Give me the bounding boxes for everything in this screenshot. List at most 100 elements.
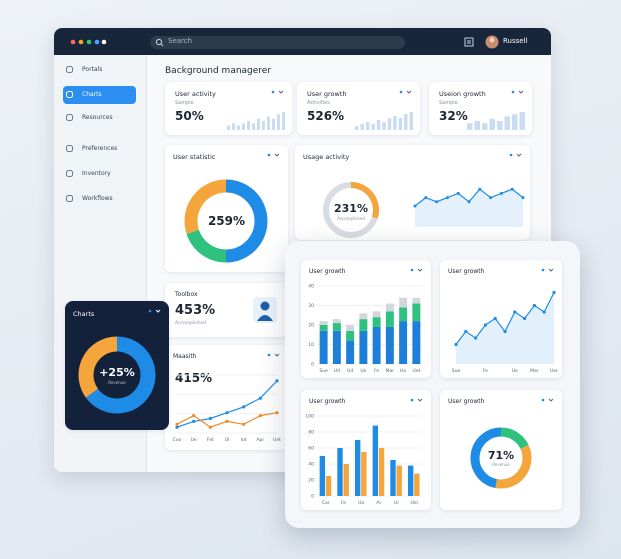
x-tick-label: Ud: [334, 368, 340, 374]
sidebar-icon: [66, 195, 73, 202]
donut-segment: [186, 229, 227, 263]
card-menu: [267, 353, 280, 357]
point: [258, 414, 262, 418]
bar: [361, 452, 367, 496]
spark-bar: [519, 112, 525, 130]
y-tick-label: 20: [308, 478, 314, 484]
card-label: Accomplished: [175, 321, 207, 326]
user-icon: [253, 297, 277, 323]
spark-bar: [482, 123, 488, 130]
chart: 0 20 40 60 80 100 Cor Fe Ua Ar Ur Uel: [305, 414, 423, 506]
x-tick-label: Fet: [207, 437, 214, 443]
user-name[interactable]: Russell: [503, 37, 528, 45]
chart: [323, 182, 525, 238]
card-menu: [271, 90, 284, 94]
sidebar-item[interactable]: Inventory: [82, 170, 111, 177]
point: [483, 323, 487, 327]
x-tick-label: Uet: [273, 437, 281, 443]
menu-dot: [541, 398, 545, 402]
point: [464, 329, 468, 334]
bar-segment: [346, 325, 355, 331]
bar-segment: [399, 307, 408, 322]
spark-bar: [282, 112, 285, 130]
card-title: User statistic: [173, 153, 216, 161]
bar-segment: [372, 317, 381, 327]
x-tick-label: Ul: [225, 437, 230, 443]
card-subtitle: Sample: [439, 100, 458, 106]
bar-segment: [399, 321, 408, 364]
spark-bar: [365, 122, 370, 130]
bar-segment: [412, 321, 421, 364]
point: [445, 196, 449, 200]
spark-bar: [242, 123, 245, 130]
search-placeholder[interactable]: Search: [168, 37, 193, 45]
menu-chevron: [278, 90, 284, 94]
point: [208, 416, 212, 421]
spark-bar: [409, 112, 413, 130]
donut-center-label: Revenue: [108, 380, 126, 385]
spark-bar: [257, 118, 260, 130]
point: [258, 396, 262, 400]
point: [513, 310, 517, 314]
y-tick-label: 80: [308, 430, 314, 436]
menu-chevron: [274, 353, 280, 357]
menu-dot: [271, 90, 275, 94]
chart: [355, 112, 413, 130]
gauge-arc: [350, 182, 379, 219]
x-tick-label: Ue: [191, 437, 197, 443]
spark-bar: [232, 123, 235, 130]
x-tick-label: Fe: [374, 368, 379, 374]
sidebar-icon: [66, 114, 73, 121]
donut-segment: [85, 336, 156, 414]
menu-chevron: [406, 90, 412, 94]
sidebar-item[interactable]: Charts: [82, 91, 102, 98]
chart: [66, 114, 73, 121]
chart: 0 10 20 30 40 Sue Ud Ud Ue Fe Mar Ha Uet: [308, 284, 423, 374]
bar-segment: [332, 330, 341, 364]
menu-chevron: [548, 398, 554, 402]
donut-center-value: +25%: [99, 366, 135, 379]
chart: Sue Fe Ue Mar Uer: [452, 290, 558, 374]
spark-bar: [355, 126, 359, 130]
card-title: Charts: [73, 310, 95, 318]
card: User activity Sample 50%: [165, 82, 292, 135]
card: Usage activity 231% Accomplished: [295, 145, 530, 240]
gauge-label: Accomplished: [337, 216, 365, 221]
y-tick-label: 100: [305, 414, 314, 420]
bar-segment: [359, 313, 368, 320]
bar: [372, 425, 379, 496]
point: [275, 379, 279, 383]
card-menu: [509, 153, 522, 157]
menu-chevron: [548, 268, 554, 272]
donut-segment: [500, 427, 529, 450]
bar: [337, 448, 343, 496]
sidebar-item[interactable]: Portals: [82, 66, 103, 73]
menu-chevron: [274, 153, 280, 157]
point: [478, 187, 482, 191]
card: User growth 71% Revenue: [440, 390, 562, 510]
card-title: Toolbox: [175, 291, 198, 298]
card: User growth Sue Fe Ue Mar Uer: [440, 260, 562, 378]
spark-bar: [512, 114, 518, 130]
sidebar-item[interactable]: Preferences: [82, 145, 118, 152]
sidebar-item[interactable]: Resources: [82, 114, 113, 121]
menu-dot: [399, 90, 403, 94]
bar: [325, 476, 332, 496]
menu-dot: [509, 153, 513, 157]
sidebar-icon: [66, 66, 73, 73]
menu-dot: [410, 398, 414, 402]
spark-bar: [227, 125, 230, 130]
point: [192, 414, 196, 418]
spark-bar: [497, 121, 503, 130]
bar-segment: [332, 323, 341, 331]
bar: [414, 473, 420, 496]
x-tick-label: Mar: [530, 368, 539, 374]
point: [454, 342, 458, 347]
spark-bar: [376, 120, 381, 130]
x-tick-label: Ua: [358, 500, 364, 506]
sidebar-item[interactable]: Workflows: [82, 195, 113, 202]
bar-segment: [372, 311, 381, 318]
point: [489, 196, 493, 200]
card: User growth 0 20 40 60 80 100 Cor Fe Ua Ar Ur Uel: [301, 390, 431, 510]
spark-bar: [272, 118, 275, 130]
